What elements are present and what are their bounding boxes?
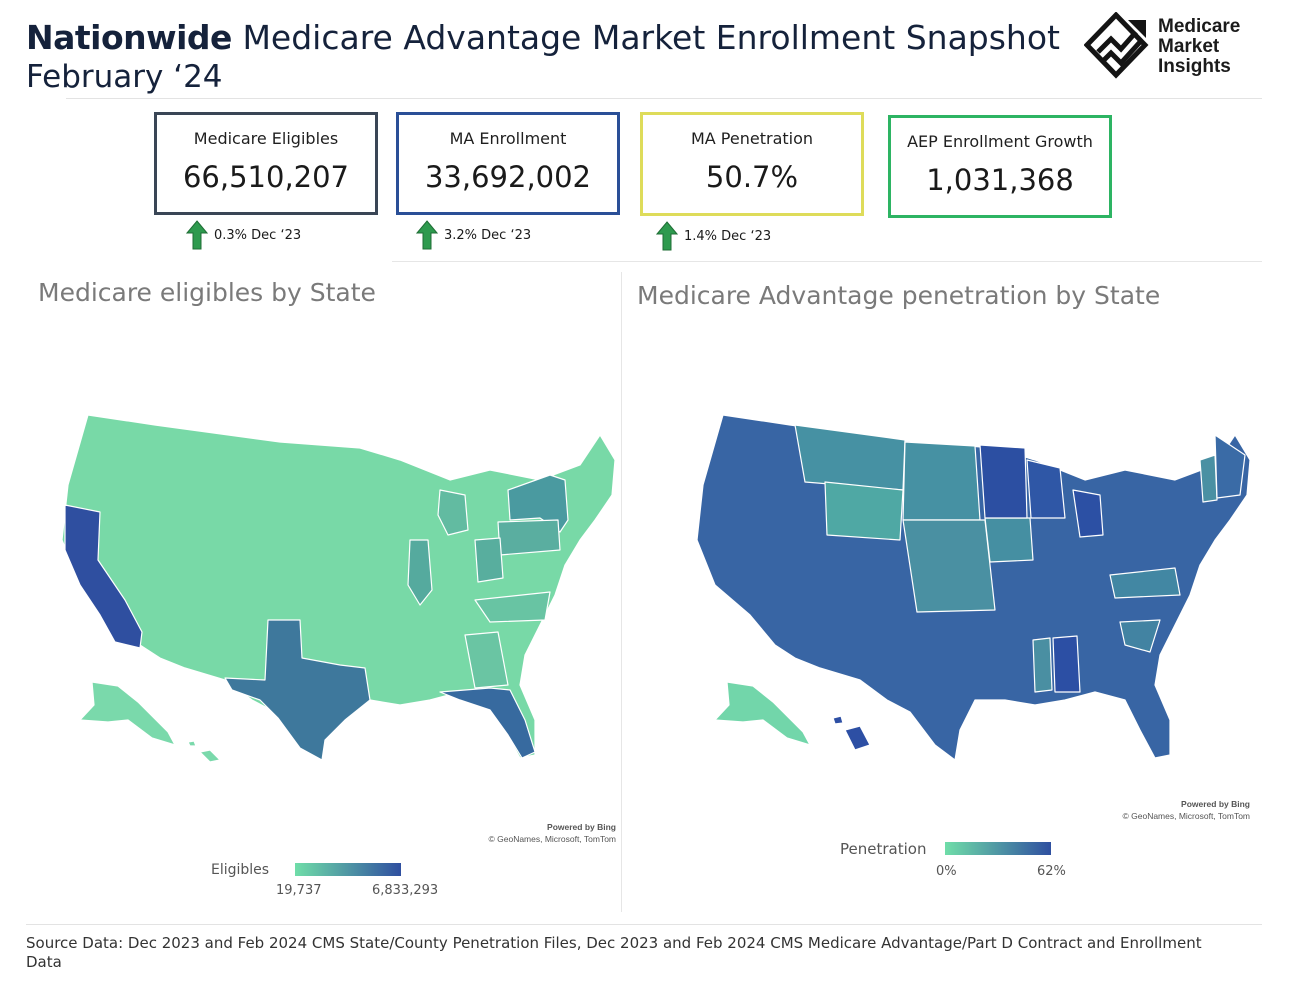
logo-text: Medicare Market Insights (1158, 16, 1241, 77)
right-legend-title: Penetration (840, 840, 927, 858)
state-wyoming (824, 481, 904, 541)
title-date: February ‘24 (26, 59, 223, 95)
delta-text: 0.3% Dec ‘23 (214, 227, 302, 243)
kpi-value: 1,031,368 (926, 163, 1074, 197)
penetration-us-map (696, 414, 1251, 761)
kpi-aep-enrollment-growth: AEP Enrollment Growth 1,031,368 (888, 115, 1112, 218)
divider-bottom (26, 924, 1262, 925)
left-legend-title: Eligibles (211, 862, 270, 878)
right-map-title: Medicare Advantage penetration by State (637, 281, 1161, 310)
title-bold: Nationwide (26, 18, 232, 57)
state-hawaii (832, 715, 871, 751)
left-map-title: Medicare eligibles by State (38, 278, 376, 307)
kpi-ma-penetration: MA Penetration 50.7% (640, 112, 864, 216)
delta-eligibles: 0.3% Dec ‘23 (186, 219, 301, 251)
state-pennsylvania (497, 519, 561, 556)
brand-logo: Medicare Market Insights (1083, 11, 1264, 82)
kpi-ma-enrollment: MA Enrollment 33,692,002 (396, 112, 620, 215)
state-georgia (464, 631, 509, 689)
kpi-label: MA Enrollment (449, 129, 567, 148)
right-legend-min: 0% (936, 864, 957, 879)
delta-text: 1.4% Dec ‘23 (684, 228, 772, 244)
state-florida (439, 687, 536, 759)
eligibles-us-map (61, 414, 616, 763)
kpi-label: Medicare Eligibles (193, 129, 339, 148)
state-new-york (507, 474, 569, 533)
kpi-label: MA Penetration (690, 129, 814, 148)
kpi-label: AEP Enrollment Growth (907, 132, 1093, 151)
state-alabama (1052, 635, 1081, 693)
left-legend-bar (295, 863, 401, 876)
state-michigan (437, 489, 469, 536)
right-map-attribution: Powered by Bing © GeoNames, Microsoft, T… (1122, 799, 1251, 821)
state-ohio (474, 537, 504, 583)
state-wisconsin (1026, 459, 1066, 519)
state-hawaii (187, 740, 221, 763)
up-arrow-icon (186, 220, 208, 250)
state-mississippi (1032, 637, 1053, 693)
left-map-attribution: Powered by Bing © GeoNames, Microsoft, T… (488, 822, 617, 844)
state-alaska (714, 681, 811, 746)
page-title: Nationwide Medicare Advantage Market Enr… (26, 18, 1060, 96)
state-michigan (1072, 489, 1104, 538)
state-new-hampshire-vt (1199, 454, 1218, 503)
source-note: Source Data: Dec 2023 and Feb 2024 CMS S… (26, 934, 1202, 971)
divider-vertical (621, 272, 622, 912)
delta-text: 3.2% Dec ‘23 (444, 227, 532, 243)
state-montana (794, 424, 906, 491)
kpi-value: 66,510,207 (182, 160, 350, 194)
state-texas (224, 619, 371, 761)
kpi-medicare-eligibles: Medicare Eligibles 66,510,207 (154, 112, 378, 215)
state-minnesota (979, 444, 1028, 519)
delta-ma-enrollment: 3.2% Dec ‘23 (416, 219, 531, 251)
divider-top (66, 98, 1262, 99)
state-iowa (984, 517, 1034, 563)
state-maine (1214, 434, 1246, 499)
state-alaska (79, 681, 176, 746)
left-legend-max: 6,833,293 (372, 883, 439, 898)
kpi-value: 50.7% (705, 160, 799, 194)
state-california (64, 504, 143, 649)
state-nebraska-kansas (902, 519, 996, 613)
state-south-carolina (1119, 619, 1161, 653)
kpi-value: 33,692,002 (424, 160, 592, 194)
right-legend-bar (945, 842, 1051, 855)
state-illinois (407, 539, 433, 606)
left-legend-min: 19,737 (276, 883, 322, 898)
logo-mark-icon (1083, 11, 1149, 79)
state-dakotas (902, 441, 981, 521)
up-arrow-icon (656, 221, 678, 251)
divider-kpi (392, 261, 1262, 262)
state-north-carolina (474, 591, 551, 623)
state-virginia (1109, 567, 1181, 599)
up-arrow-icon (416, 220, 438, 250)
right-legend-max: 62% (1037, 864, 1066, 879)
delta-ma-penetration: 1.4% Dec ‘23 (656, 220, 771, 252)
title-rest: Medicare Advantage Market Enrollment Sna… (242, 18, 1060, 57)
